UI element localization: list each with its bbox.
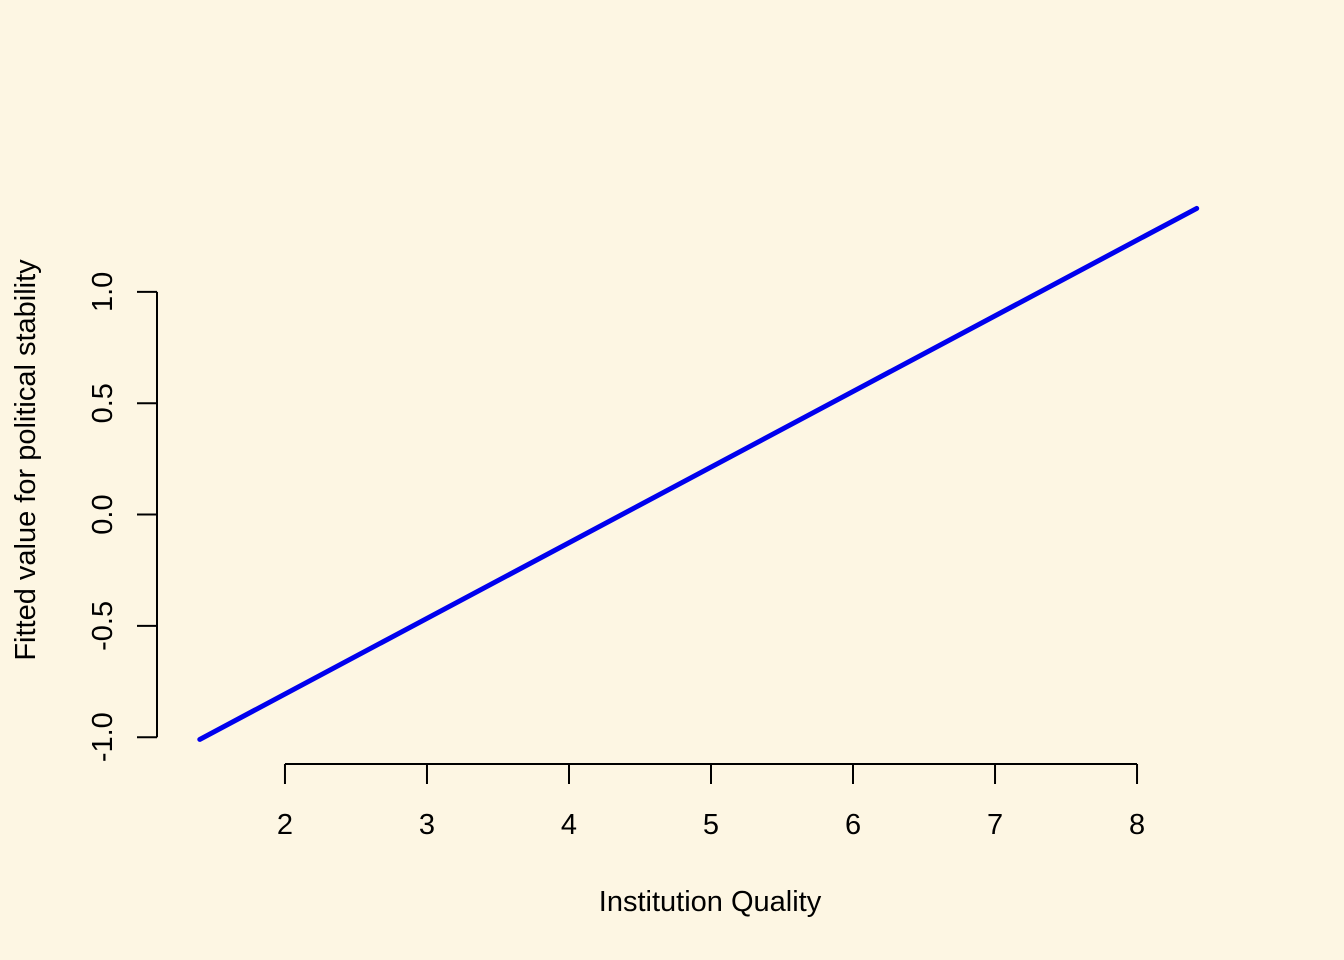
y-tick-label: -1.0 xyxy=(87,712,119,762)
x-axis-title: Institution Quality xyxy=(599,886,822,918)
series-line xyxy=(197,205,1200,742)
x-tick-label: 6 xyxy=(845,809,861,841)
x-tick-label: 5 xyxy=(703,809,719,841)
y-tick-label: 0.5 xyxy=(87,383,119,423)
series-layer xyxy=(197,205,1200,742)
y-axis: -1.0 -0.5 0.0 0.5 1.0 xyxy=(87,272,158,762)
y-tick-label: 0.0 xyxy=(87,494,119,534)
x-tick-label: 4 xyxy=(561,809,577,841)
x-axis: 2 3 4 5 6 7 8 xyxy=(277,763,1145,841)
x-tick-label: 8 xyxy=(1129,809,1145,841)
y-axis-title: Fitted value for political stability xyxy=(10,259,42,661)
x-tick-label: 7 xyxy=(987,809,1003,841)
y-tick-label: -0.5 xyxy=(87,601,119,651)
x-tick-label: 2 xyxy=(277,809,293,841)
y-tick-label: 1.0 xyxy=(87,272,119,312)
x-tick-label: 3 xyxy=(419,809,435,841)
